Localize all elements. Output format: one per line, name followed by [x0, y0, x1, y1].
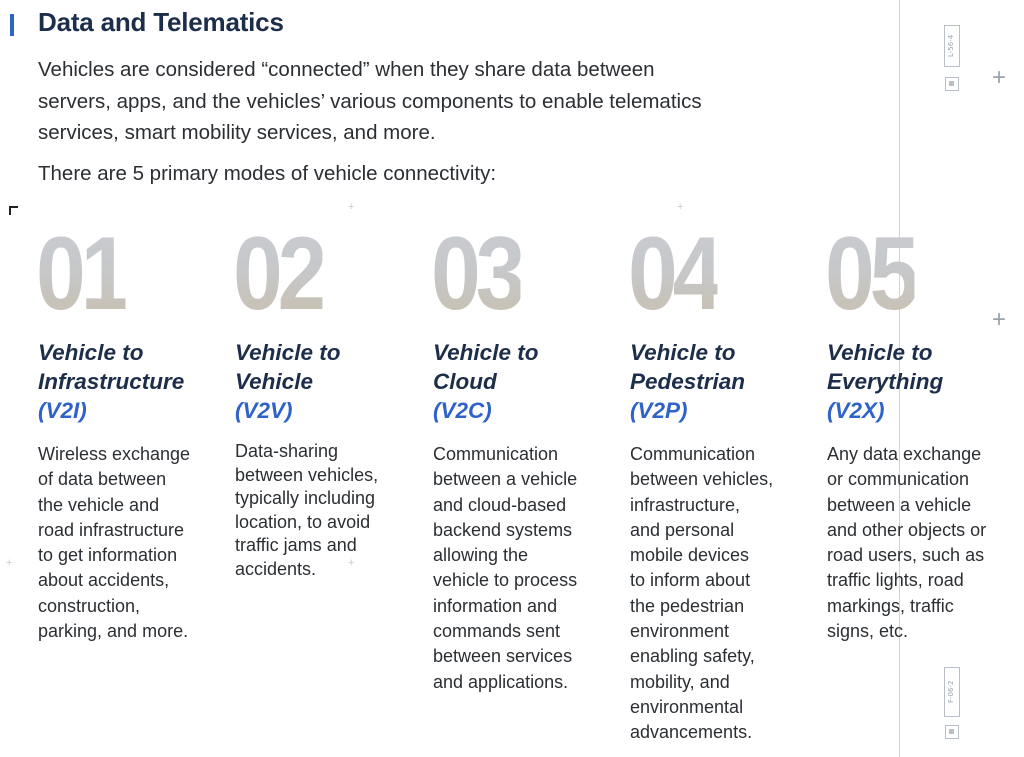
- mode-description-line: parking, and more.: [38, 621, 189, 642]
- intro-paragraph: Vehicles are considered “connected” when…: [38, 54, 798, 149]
- mode-description-line: traffic jams and: [235, 535, 357, 555]
- modes-intro-text: There are 5 primary modes of vehicle con…: [38, 162, 497, 185]
- mode-number: 02: [233, 216, 327, 332]
- mode-description-line: backend systems: [433, 519, 573, 540]
- mode-description-line: between a vehicle: [433, 469, 578, 490]
- mode-code: (V2C): [433, 398, 492, 423]
- mode-description-line: typically including: [235, 488, 376, 508]
- mode-heading: Vehicle to Vehicle: [235, 338, 340, 396]
- crosshair-mark: +: [6, 557, 13, 569]
- mode-heading-line: Cloud: [433, 369, 497, 394]
- mode-heading-line: Infrastructure: [38, 369, 185, 394]
- mode-description-line: of data between: [38, 469, 167, 490]
- mode-description-line: Communication: [433, 444, 559, 464]
- mode-heading: Vehicle to Pedestrian: [630, 338, 745, 396]
- intro-line: services, smart mobility services, and m…: [38, 121, 436, 144]
- mode-number: 01: [36, 216, 130, 332]
- registration-square-icon: [945, 77, 959, 91]
- mode-description-line: mobility, and: [630, 671, 730, 692]
- mode-description: Communication between vehicles, infrastr…: [630, 442, 773, 746]
- section-title: Data and Telematics: [38, 7, 284, 37]
- mode-description-line: between services: [433, 646, 573, 667]
- section-accent-bar: [10, 14, 14, 36]
- mode-description: Wireless exchange of data between the ve…: [38, 442, 190, 644]
- registration-tag-bottom: F-06-2: [944, 667, 960, 717]
- crosshair-mark: +: [348, 557, 355, 569]
- mode-description-line: between a vehicle: [827, 494, 972, 515]
- mode-heading: Vehicle to Everything: [827, 338, 943, 396]
- mode-description-line: and personal: [630, 519, 735, 540]
- mode-description-line: about accidents,: [38, 570, 170, 591]
- mode-description-line: road users, such as: [827, 545, 985, 566]
- crop-corner-mark: [9, 206, 18, 215]
- registration-tag-top: L-56-4: [944, 25, 960, 67]
- crosshair-mark: +: [348, 201, 355, 213]
- mode-description-line: environment: [630, 621, 730, 642]
- mode-description-line: between vehicles,: [235, 464, 379, 485]
- mode-heading-line: Vehicle to: [235, 340, 341, 365]
- mode-description-line: mobile devices: [630, 545, 750, 566]
- mode-code: (V2P): [630, 398, 688, 423]
- mode-heading-line: Pedestrian: [630, 369, 746, 394]
- mode-heading-line: Everything: [827, 369, 944, 394]
- intro-line: Vehicles are considered “connected” when…: [38, 58, 655, 81]
- crosshair-mark: +: [677, 201, 684, 213]
- mode-description: Any data exchange or communication betwe…: [827, 442, 986, 644]
- mode-description-line: enabling safety,: [630, 646, 755, 667]
- mode-description-line: information and: [433, 595, 558, 616]
- mode-description: Communication between a vehicle and clou…: [433, 442, 577, 695]
- mode-description-line: to inform about: [630, 570, 751, 591]
- mode-description-line: or communication: [827, 469, 970, 490]
- mode-description-line: infrastructure,: [630, 494, 741, 515]
- mode-description-line: vehicle to process: [433, 570, 578, 591]
- mode-code: (V2V): [235, 398, 293, 423]
- mode-description-line: road infrastructure: [38, 519, 185, 540]
- mode-description-line: and cloud-based: [433, 494, 567, 515]
- mode-heading-line: Vehicle: [235, 369, 313, 394]
- margin-divider-line: [899, 0, 900, 757]
- mode-description-line: Wireless exchange: [38, 444, 191, 464]
- mode-heading-line: Vehicle to: [433, 340, 539, 365]
- mode-description-line: environmental: [630, 696, 744, 717]
- mode-description-line: markings, traffic: [827, 595, 954, 616]
- mode-description-line: accidents.: [235, 558, 317, 579]
- mode-description-line: the vehicle and: [38, 494, 160, 515]
- mode-heading-line: Vehicle to: [827, 340, 933, 365]
- mode-heading-line: Vehicle to: [38, 340, 144, 365]
- registration-square-icon: [945, 725, 959, 739]
- mode-description-line: traffic lights, road: [827, 570, 964, 591]
- mode-description-line: the pedestrian: [630, 595, 745, 616]
- mode-description-line: commands sent: [433, 621, 561, 642]
- mode-code: (V2X): [827, 398, 885, 423]
- mode-description-line: and applications.: [433, 671, 569, 692]
- mode-description-line: location, to avoid: [235, 511, 371, 532]
- mode-number: 04: [628, 216, 722, 332]
- mode-description-line: signs, etc.: [827, 621, 909, 642]
- mode-description-line: advancements.: [630, 722, 753, 743]
- mode-description-line: Any data exchange: [827, 444, 982, 464]
- mode-description-line: to get information: [38, 545, 178, 566]
- mode-description-line: construction,: [38, 595, 141, 616]
- mode-heading: Vehicle to Infrastructure: [38, 338, 184, 396]
- mode-number: 05: [825, 216, 919, 332]
- mode-description-line: and other objects or: [827, 519, 987, 540]
- mode-description-line: allowing the: [433, 545, 529, 566]
- mode-description-line: Communication: [630, 444, 756, 464]
- registration-plus-icon: +: [992, 306, 1007, 333]
- mode-description: Data-sharing between vehicles, typically…: [235, 440, 378, 581]
- registration-plus-icon: +: [992, 64, 1007, 91]
- mode-code: (V2I): [38, 398, 87, 423]
- mode-number: 03: [431, 216, 525, 332]
- intro-line: servers, apps, and the vehicles’ various…: [38, 89, 702, 113]
- mode-heading-line: Vehicle to: [630, 340, 736, 365]
- mode-description-line: Data-sharing: [235, 441, 339, 461]
- mode-description-line: between vehicles,: [630, 469, 774, 490]
- mode-heading: Vehicle to Cloud: [433, 338, 538, 396]
